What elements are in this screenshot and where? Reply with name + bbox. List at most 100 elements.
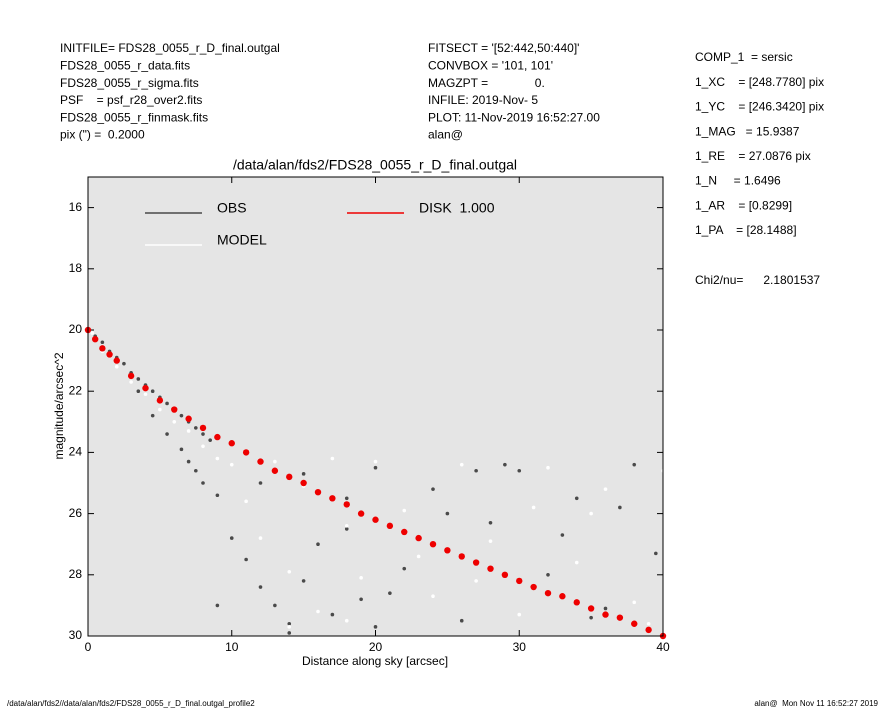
data-point bbox=[300, 479, 307, 487]
data-point bbox=[574, 560, 579, 565]
data-point bbox=[244, 499, 248, 504]
data-point bbox=[244, 557, 248, 562]
data-point bbox=[142, 384, 149, 392]
chi2: Chi2/nu= 2.1801537 bbox=[695, 273, 820, 287]
data-point bbox=[429, 541, 437, 548]
data-point bbox=[179, 447, 184, 452]
data-point bbox=[194, 468, 198, 473]
chart-title: /data/alan/fds2/FDS28_0055_r_D_final.out… bbox=[233, 157, 517, 173]
header-middle-line: FITSECT = '[52:442,50:440]' bbox=[428, 41, 579, 55]
data-point bbox=[603, 487, 608, 491]
x-tick-label: 30 bbox=[513, 640, 527, 654]
data-point bbox=[186, 429, 191, 433]
footer-left: /data/alan/fds2//data/alan/fds2/FDS28_00… bbox=[7, 699, 255, 708]
data-point bbox=[165, 432, 169, 436]
data-point bbox=[186, 459, 191, 464]
data-point bbox=[229, 462, 234, 467]
data-point bbox=[359, 576, 363, 580]
data-point bbox=[100, 340, 105, 345]
data-point bbox=[359, 597, 363, 602]
fit-parameter: 1_RE = 27.0876 pix bbox=[695, 149, 811, 163]
data-point bbox=[201, 481, 205, 485]
data-point bbox=[459, 618, 464, 623]
fit-parameter: 1_N = 1.6496 bbox=[695, 174, 781, 188]
data-point bbox=[373, 465, 378, 470]
y-axis-label: magnitude/arcsec^2 bbox=[52, 352, 66, 459]
data-point bbox=[458, 553, 465, 560]
data-point bbox=[316, 542, 320, 546]
data-point bbox=[616, 614, 624, 621]
fit-parameter: 1_PA = [28.1488] bbox=[695, 223, 797, 237]
data-point bbox=[330, 612, 335, 617]
data-point bbox=[402, 566, 407, 571]
y-tick-label: 18 bbox=[69, 261, 83, 275]
data-point bbox=[301, 579, 306, 583]
data-point bbox=[194, 426, 198, 430]
data-point bbox=[343, 501, 350, 508]
header-left-line: PSF = psf_r28_over2.fits bbox=[60, 93, 202, 107]
data-point bbox=[286, 473, 293, 481]
data-point bbox=[632, 600, 637, 605]
data-point bbox=[560, 533, 565, 537]
data-point bbox=[165, 401, 169, 406]
legend-label: MODEL bbox=[217, 232, 267, 248]
data-point bbox=[344, 618, 349, 623]
data-point bbox=[631, 620, 638, 627]
data-point bbox=[602, 611, 609, 618]
header-left-line: FDS28_0055_r_finmask.fits bbox=[60, 110, 208, 124]
x-tick-label: 20 bbox=[369, 640, 383, 654]
y-tick-label: 26 bbox=[69, 506, 83, 520]
fit-parameter: 1_YC = [246.3420] pix bbox=[695, 100, 824, 114]
y-tick-label: 16 bbox=[69, 200, 83, 214]
data-point bbox=[488, 539, 493, 543]
data-point bbox=[179, 413, 184, 418]
data-point bbox=[589, 615, 593, 620]
data-point bbox=[373, 459, 378, 464]
data-point bbox=[136, 389, 141, 394]
data-point bbox=[401, 528, 408, 536]
y-tick-label: 22 bbox=[69, 383, 83, 397]
data-point bbox=[574, 496, 579, 501]
data-point bbox=[654, 551, 658, 556]
data-point bbox=[228, 440, 235, 447]
header-left-line: pix (") = 0.2000 bbox=[60, 128, 145, 142]
data-point bbox=[402, 508, 407, 513]
footer-right: alan@ Mon Nov 11 16:52:27 2019 bbox=[754, 699, 878, 708]
legend-label: DISK 1.000 bbox=[419, 200, 495, 216]
data-point bbox=[273, 603, 277, 608]
data-point bbox=[214, 433, 221, 441]
fit-parameter: 1_AR = [0.8299] bbox=[695, 198, 792, 212]
data-point bbox=[136, 377, 141, 381]
data-point bbox=[546, 573, 550, 577]
data-point bbox=[99, 345, 106, 352]
data-point bbox=[314, 488, 322, 496]
x-tick-label: 10 bbox=[225, 640, 239, 654]
header-middle-line: alan@ bbox=[428, 128, 463, 142]
data-point bbox=[474, 468, 478, 473]
data-point bbox=[287, 569, 292, 574]
data-point bbox=[215, 493, 220, 498]
y-tick-label: 20 bbox=[69, 322, 83, 336]
data-point bbox=[329, 495, 336, 502]
plot-data bbox=[84, 326, 667, 640]
data-point bbox=[258, 536, 263, 540]
data-point bbox=[516, 577, 523, 585]
data-point bbox=[431, 487, 435, 491]
data-point bbox=[645, 626, 652, 634]
y-tick-label: 28 bbox=[69, 567, 83, 581]
data-point bbox=[573, 599, 580, 606]
data-point bbox=[415, 534, 422, 542]
data-point bbox=[330, 456, 335, 461]
y-tick-label: 24 bbox=[69, 445, 83, 459]
data-point bbox=[559, 593, 566, 600]
data-point bbox=[344, 496, 349, 501]
data-point bbox=[257, 458, 264, 465]
x-tick-label: 40 bbox=[656, 640, 670, 654]
data-point bbox=[301, 472, 306, 476]
data-point bbox=[258, 585, 263, 589]
data-point bbox=[632, 462, 637, 467]
data-point bbox=[388, 591, 392, 595]
data-point bbox=[459, 462, 464, 467]
data-point bbox=[129, 380, 133, 384]
fit-parameter: COMP_1 = sersic bbox=[695, 50, 793, 64]
